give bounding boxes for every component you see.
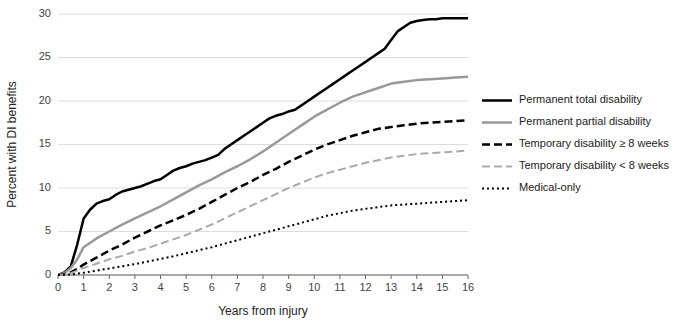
grid-line [58,231,468,232]
x-tick [442,275,443,279]
x-tick-label: 10 [308,281,320,293]
chart: 051015202530012345678910111213141516Year… [0,0,700,325]
grid-line [58,144,468,145]
x-tick-label: 1 [81,281,87,293]
y-tick-label: 15 [39,137,51,149]
x-tick-label: 2 [106,281,112,293]
x-tick-label: 7 [234,281,240,293]
legend-swatch [482,166,512,168]
x-tick [314,275,315,279]
x-tick-label: 16 [462,281,474,293]
x-tick [339,275,340,279]
series-line [58,200,468,275]
x-tick-label: 14 [411,281,423,293]
x-tick [237,275,238,279]
x-tick [83,275,84,279]
series-line [58,18,468,275]
x-tick-label: 13 [385,281,397,293]
series-line [58,151,468,275]
x-tick-label: 6 [209,281,215,293]
y-tick-label: 20 [39,94,51,106]
x-tick-label: 3 [132,281,138,293]
x-tick [416,275,417,279]
legend: Permanent total disability Permanent part… [482,93,670,193]
plot-area [58,18,468,275]
grid-line [58,101,468,102]
x-tick-label: 15 [436,281,448,293]
y-tick-label: 5 [45,224,51,236]
x-tick-label: 12 [359,281,371,293]
y-grid [58,14,468,275]
y-axis-label: Percent with DI benefits [5,81,19,208]
legend-label: Permanent total disability [519,93,642,105]
grid-line [58,14,468,15]
y-tick-label: 0 [45,268,51,280]
grid-line [58,188,468,189]
x-tick [365,275,366,279]
legend-label: Medical-only [519,181,581,193]
x-tick-label: 9 [286,281,292,293]
legend-swatch [482,99,512,102]
grid-line [58,57,468,58]
legend-swatch [482,121,512,124]
x-axis-label: Years from injury [218,304,308,318]
x-tick-label: 5 [183,281,189,293]
y-tick-label: 30 [39,7,51,19]
legend-label: Permanent partial disability [519,115,652,127]
x-tick-label: 4 [157,281,163,293]
legend-label: Temporary disability ≥ 8 weeks [519,137,669,149]
legend-swatch [482,143,512,146]
x-tick [134,275,135,279]
x-tick-label: 11 [334,281,345,293]
x-tick [468,275,469,279]
x-tick [211,275,212,279]
x-tick [263,275,264,279]
x-tick [186,275,187,279]
x-tick [109,275,110,279]
series-line [58,120,468,275]
x-tick [391,275,392,279]
x-tick-label: 0 [55,281,61,293]
series-line [58,77,468,275]
y-tick-label: 10 [39,181,51,193]
y-tick-label: 25 [39,50,51,62]
x-tick [160,275,161,279]
legend-label: Temporary disability < 8 weeks [519,159,670,171]
legend-swatch [482,188,512,190]
x-tick-label: 8 [260,281,266,293]
x-tick [288,275,289,279]
